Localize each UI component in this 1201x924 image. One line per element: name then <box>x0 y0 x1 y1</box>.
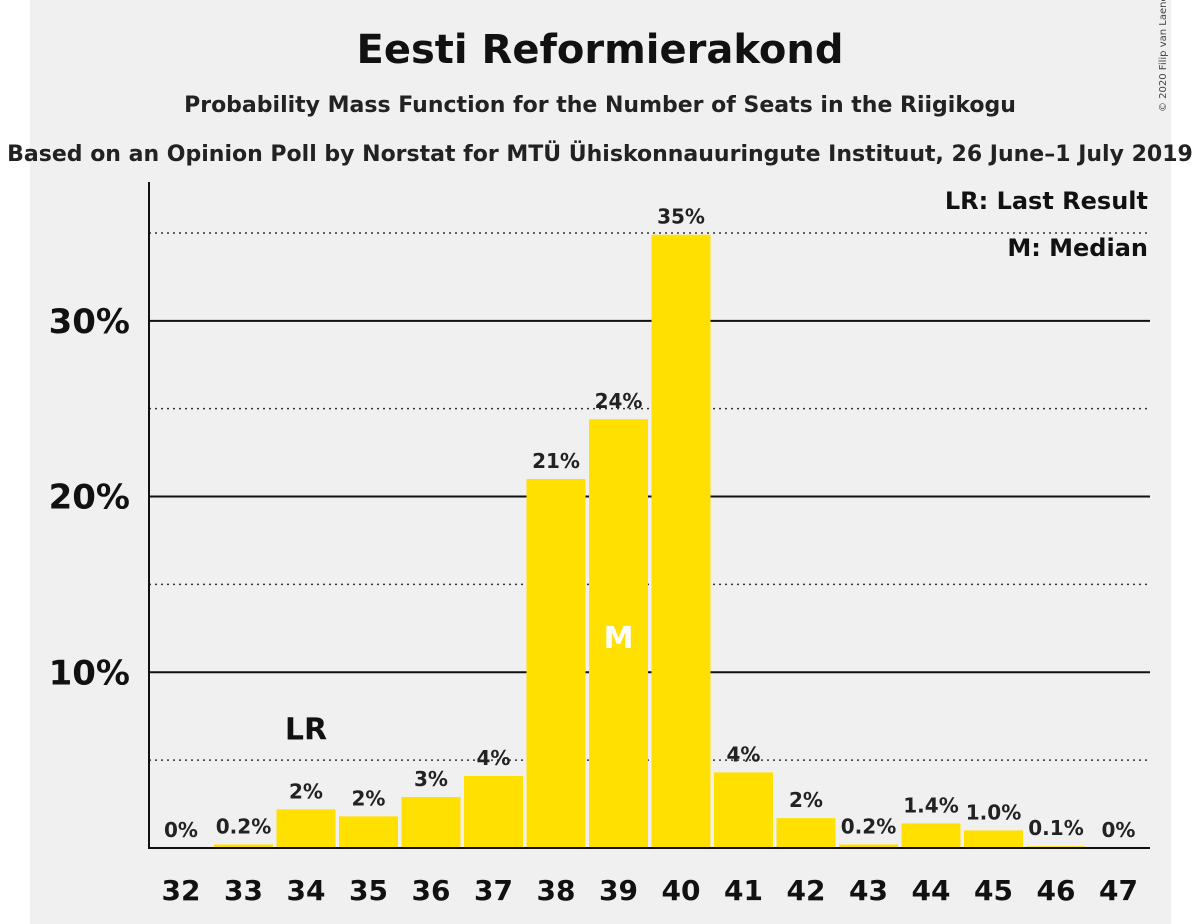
bar-value-label: 2% <box>289 779 323 803</box>
bar-34 <box>276 809 336 848</box>
chart-title: Eesti Reformierakond <box>357 27 844 73</box>
bar-33 <box>214 844 273 848</box>
x-tick-label: 46 <box>1037 874 1076 907</box>
last-result-marker: LR <box>285 712 327 747</box>
x-tick-label: 47 <box>1099 874 1138 907</box>
bar-40 <box>651 234 711 849</box>
bar-value-label: 2% <box>789 788 823 812</box>
y-tick-label: 10% <box>49 653 130 693</box>
bar-45 <box>964 830 1023 848</box>
chart-subtitle: Probability Mass Function for the Number… <box>184 93 1016 118</box>
bar-value-label: 0% <box>1102 818 1136 842</box>
x-tick-label: 43 <box>849 874 888 907</box>
bar-value-label: 0.2% <box>841 814 896 838</box>
gridlines <box>149 232 1150 761</box>
bar-value-labels: 0% 0.2% 2% 2% 3% 4% 21% 24% 35% 4% 2% 0.2% 1.4% 1.0% 0… <box>164 205 1135 842</box>
y-tick-label: 20% <box>49 478 130 518</box>
bar-38 <box>526 478 586 848</box>
copyright-note: © 2020 Filip van Laenen <box>1158 0 1169 112</box>
x-tick-label: 38 <box>537 874 576 907</box>
bar-35 <box>339 816 398 848</box>
legend-last-result: LR: Last Result <box>945 187 1148 215</box>
x-tick-label: 45 <box>974 874 1013 907</box>
bar-value-label: 4% <box>727 742 761 766</box>
bars <box>214 234 1086 849</box>
y-tick-label: 30% <box>49 302 130 342</box>
bar-value-label: 24% <box>595 389 643 413</box>
bar-39 <box>589 419 648 848</box>
x-tick-label: 44 <box>912 874 951 907</box>
x-tick-label: 34 <box>287 874 326 907</box>
x-tick-label: 36 <box>412 874 451 907</box>
bar-value-label: 3% <box>414 767 448 791</box>
x-tick-label: 35 <box>349 874 388 907</box>
x-tick-label: 32 <box>162 874 201 907</box>
median-marker: M <box>604 621 634 656</box>
bar-42 <box>776 818 836 848</box>
bar-value-label: 0.2% <box>216 814 271 838</box>
bar-value-label: 0% <box>164 818 198 842</box>
bar-value-label: 2% <box>352 786 386 810</box>
bar-value-label: 35% <box>657 205 705 229</box>
bar-43 <box>839 844 898 848</box>
x-tick-label: 40 <box>662 874 701 907</box>
y-tick-labels: 10% 20% 30% <box>49 302 130 693</box>
bar-value-label: 0.1% <box>1028 816 1083 840</box>
x-tick-label: 39 <box>599 874 638 907</box>
bar-36 <box>401 797 461 848</box>
bar-37 <box>464 775 523 848</box>
x-tick-label: 33 <box>224 874 263 907</box>
x-tick-label: 41 <box>724 874 763 907</box>
bar-value-label: 4% <box>477 746 511 770</box>
bar-44 <box>901 823 961 848</box>
bar-41 <box>714 772 773 848</box>
x-tick-label: 42 <box>787 874 826 907</box>
bar-value-label: 1.0% <box>966 800 1021 824</box>
chart-source: Based on an Opinion Poll by Norstat for … <box>7 141 1193 167</box>
x-tick-label: 37 <box>474 874 513 907</box>
bar-value-label: 1.4% <box>903 793 958 817</box>
legend-median: M: Median <box>1007 234 1148 262</box>
x-tick-labels: 32 33 34 35 36 37 38 39 40 41 42 43 44 45 46 47 <box>162 874 1138 907</box>
bar-value-label: 21% <box>532 449 580 473</box>
